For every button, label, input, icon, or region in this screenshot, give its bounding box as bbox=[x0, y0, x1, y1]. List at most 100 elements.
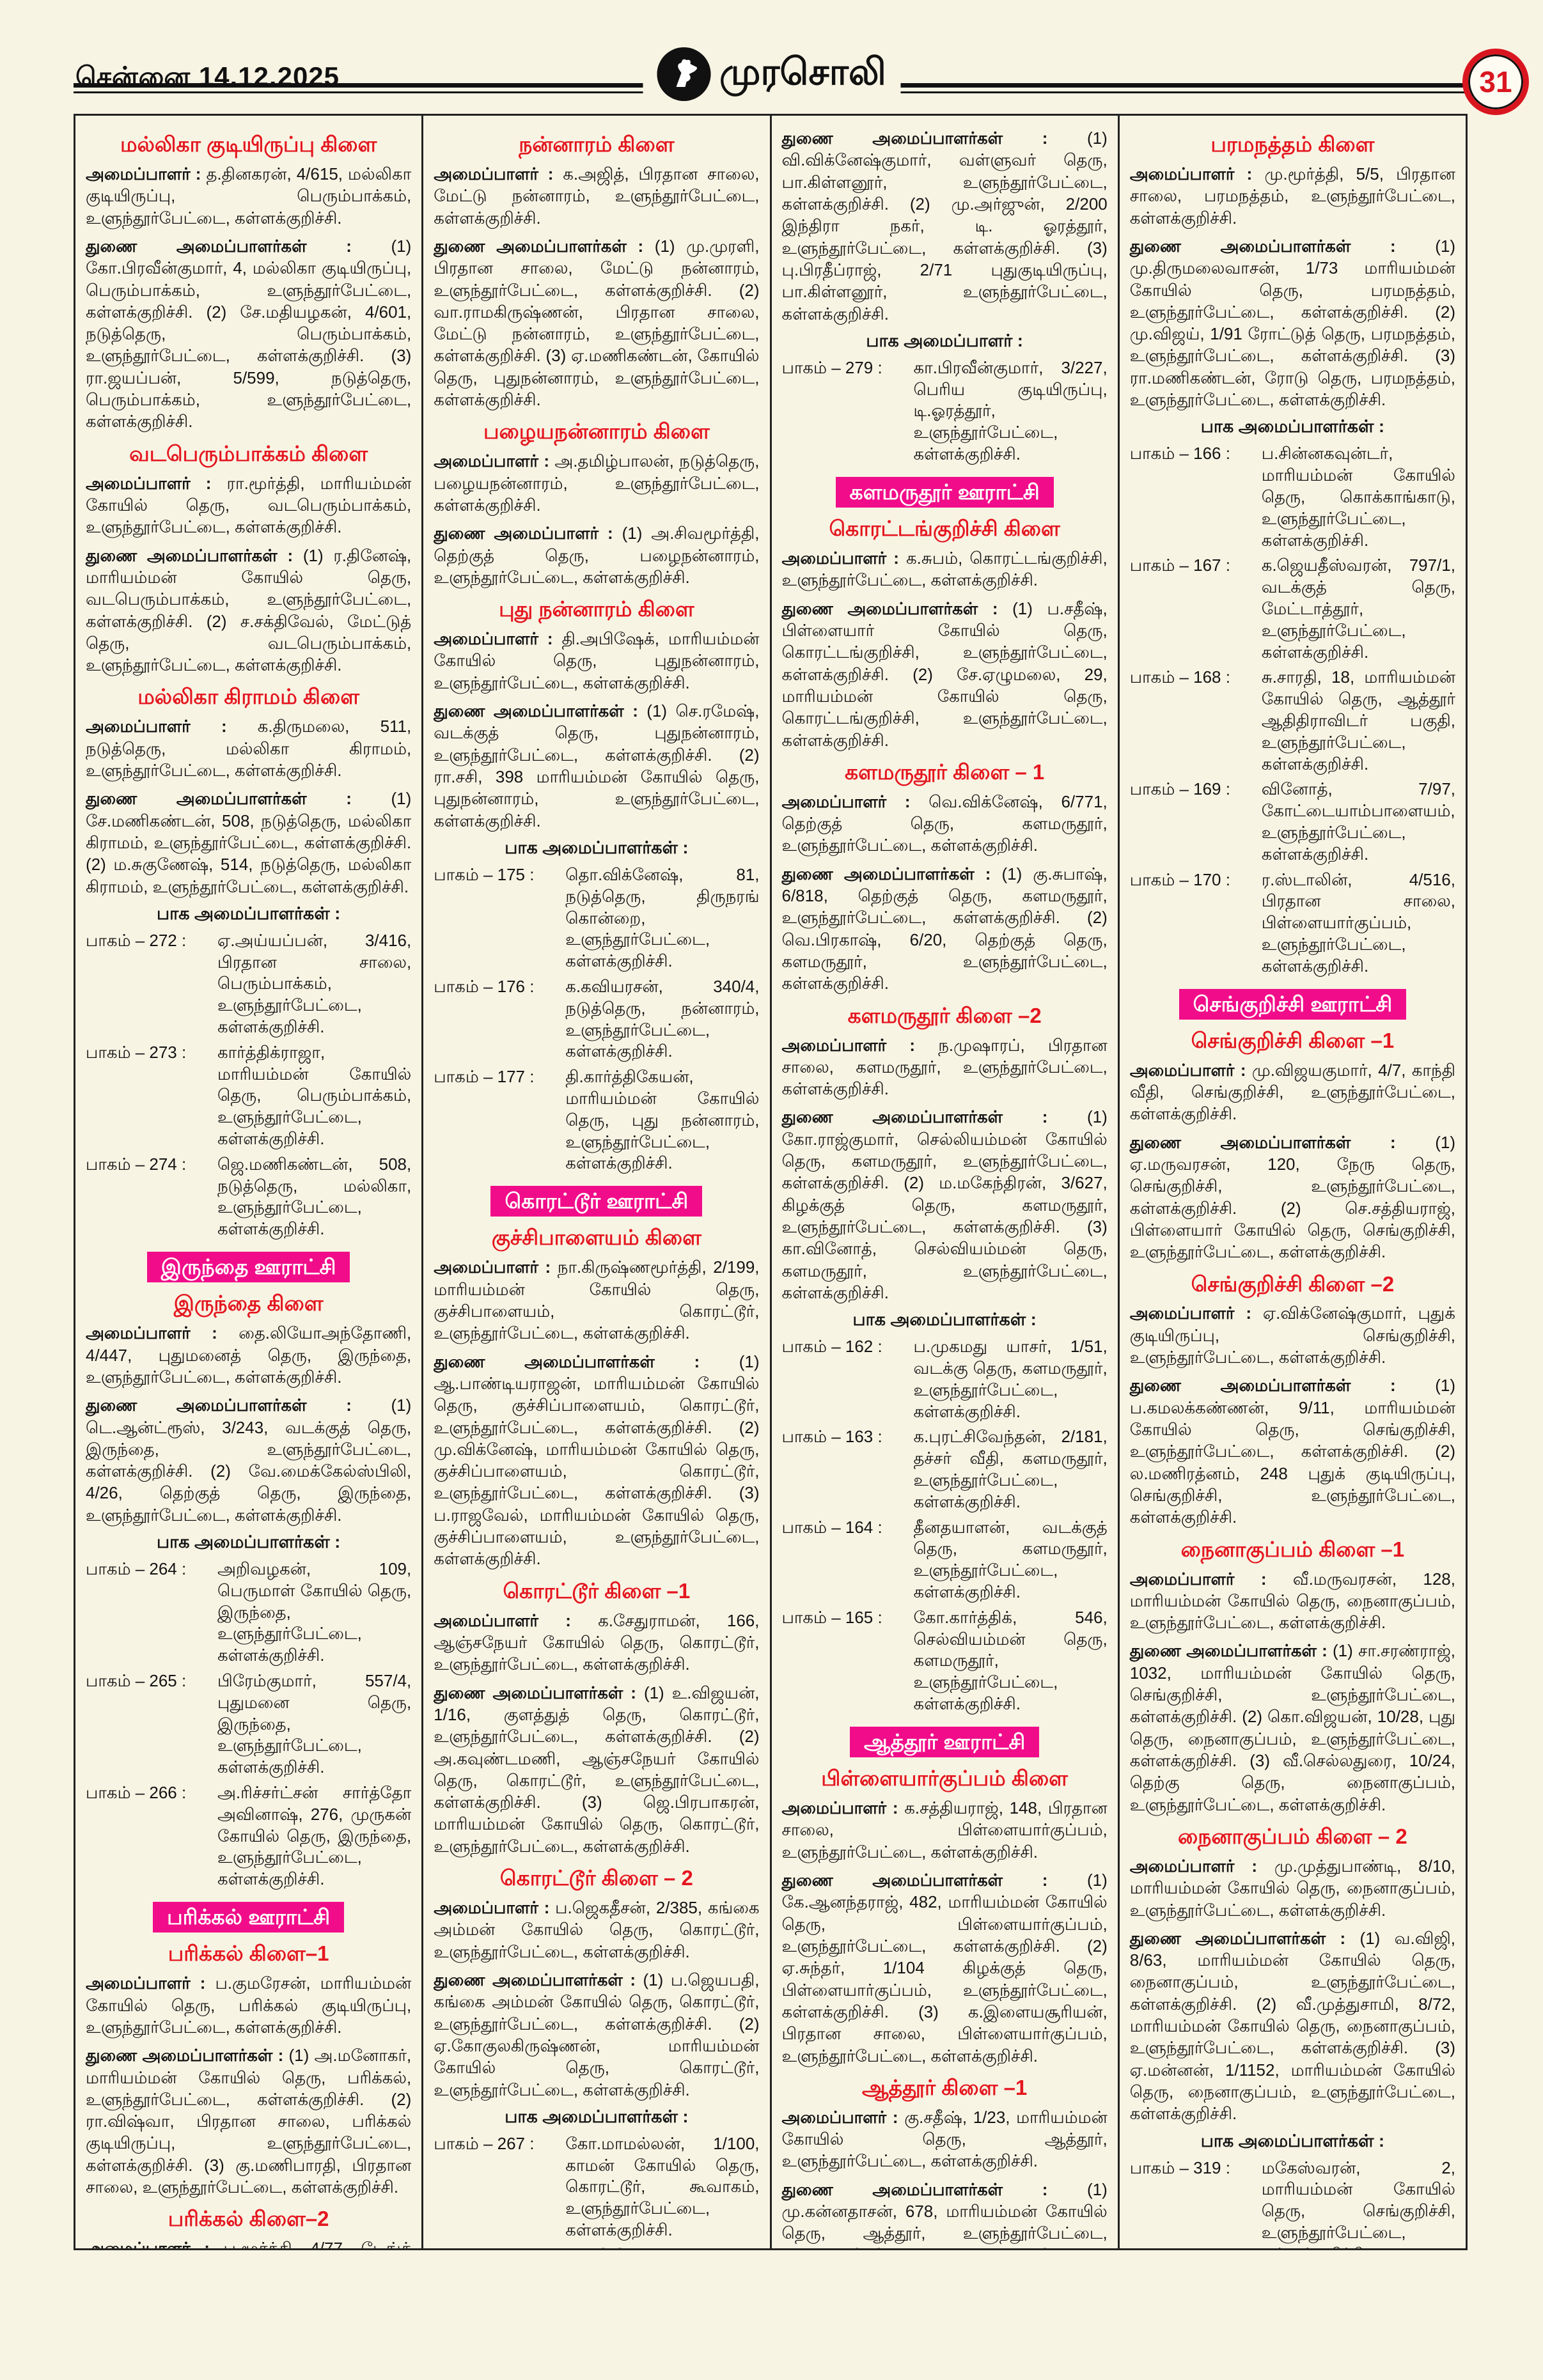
organizer-role-label: அமைப்பாளர் bbox=[434, 629, 561, 648]
organizer-paragraph: துணை அமைப்பாளர்கள்(1) ர.தினேஷ், மாரியம்ம… bbox=[86, 545, 411, 676]
bagam-details: பிரேம்குமார், 557/4, புதுமனை தெரு, இருந்… bbox=[217, 1671, 412, 1777]
organizer-role-label: அமைப்பாளர் bbox=[1130, 1856, 1274, 1876]
organizer-paragraph: அமைப்பாளர்ப.மூர்த்தி, 4/77, டேங்க் தெரு,… bbox=[86, 2237, 411, 2248]
branch-section-header: பரிக்கல் கிளை–2 bbox=[168, 2207, 329, 2231]
organizer-paragraph: துணை அமைப்பாளர்கள்(1) கு.சுபாஷ், 6/818, … bbox=[782, 863, 1108, 995]
panchayat-header: கொரட்டூர் ஊராட்சி bbox=[490, 1186, 703, 1217]
bagam-details: நா.விஜி, 2/357, மாரியம்மன் கோயில் தெரு, … bbox=[559, 2245, 759, 2248]
organizer-details: (1) ப.கமலக்கண்ணன், 9/11, மாரியம்மன் கோயி… bbox=[1129, 1376, 1456, 1527]
organizer-details: க.அஜித், பிரதான சாலை, மேட்டு நன்னாரம், உ… bbox=[434, 164, 760, 228]
bagam-number: பாகம் – 279 bbox=[782, 357, 907, 465]
bagam-number: பாகம் – 162 bbox=[782, 1336, 907, 1422]
bagam-row: பாகம் – 165கோ.கார்த்திக், 546, செல்வியம்… bbox=[782, 1607, 1108, 1715]
organizer-details: க.சுபம், கொரட்டங்குறிச்சி, உளுந்தூர்பேட்… bbox=[781, 548, 1108, 590]
bagam-number: பாகம் – 264 bbox=[86, 1559, 211, 1667]
organizer-details: தி.அபிஷேக், மாரியம்மன் கோயில் தெரு, புது… bbox=[434, 629, 760, 692]
organizer-role-label: துணை அமைப்பாளர்கள் bbox=[86, 237, 391, 256]
organizer-role-label: துணை அமைப்பாளர்கள் bbox=[1130, 1641, 1333, 1660]
organizer-role-label: துணை அமைப்பாளர்கள் bbox=[1130, 1929, 1360, 1948]
organizer-role-label: அமைப்பாளர் bbox=[782, 2108, 905, 2127]
organizer-paragraph: அமைப்பாளர்க.திருமலை, 511, நடுத்தெரு, மல்… bbox=[86, 715, 411, 781]
organizer-details: (1) அ.சிவமூர்த்தி, தெற்குத் தெரு, பழைநன்… bbox=[434, 524, 760, 587]
bagam-row: பாகம் – 175தொ.விக்னேஷ், 81, நடுத்தெரு, த… bbox=[434, 864, 759, 972]
organizer-paragraph: அமைப்பாளர்வெ.விக்னேஷ், 6/771, தெற்குத் த… bbox=[782, 791, 1108, 857]
bagam-details: ப.முகமது யாசர், 1/51, வடக்கு தெரு, களமரு… bbox=[913, 1337, 1108, 1421]
branch-section-header: வடபெரும்பாக்கம் கிளை bbox=[129, 441, 368, 465]
bagam-details: ஏ.அய்யப்பன், 3/416, பிரதான சாலை, பெரும்ப… bbox=[217, 930, 412, 1037]
organizer-paragraph: அமைப்பாளர்க.சுபம், கொரட்டங்குறிச்சி, உளு… bbox=[782, 547, 1108, 591]
bagam-details: மகேஸ்வரன், 2, மாரியம்மன் கோயில் தெரு, செ… bbox=[1261, 2158, 1455, 2248]
organizer-role-label: துணை அமைப்பாளர்கள் bbox=[782, 1107, 1087, 1126]
bagam-number: பாகம் – 167 bbox=[1130, 555, 1255, 663]
bagam-details: வினோத், 7/97, கோட்டையாம்பாளையம், உளுந்தூ… bbox=[1261, 779, 1455, 864]
organizer-paragraph: துணை அமைப்பாளர்கள்(1) கோ.பிரவீன்குமார், … bbox=[86, 235, 411, 433]
organizer-paragraph: அமைப்பாளர்ஏ.விக்னேஷ்குமார், புதுக் குடிய… bbox=[1130, 1302, 1455, 1368]
organizer-paragraph: துணை அமைப்பாளர்கள்(1) மு.முரளி, பிரதான ச… bbox=[434, 235, 759, 411]
organizer-role-label: துணை அமைப்பாளர்கள் bbox=[86, 1396, 391, 1415]
branch-section-header: நைனாகுப்பம் கிளை – 2 bbox=[1178, 1824, 1407, 1848]
organizer-paragraph: துணை அமைப்பாளர்(1) அ.சிவமூர்த்தி, தெற்கு… bbox=[434, 522, 759, 588]
organizer-role-label: துணை அமைப்பாளர்கள் bbox=[86, 2046, 289, 2065]
organizer-role-label: துணை அமைப்பாளர்கள் bbox=[782, 1871, 1087, 1890]
organizer-role-label: அமைப்பாளர் bbox=[1130, 164, 1265, 183]
group-label: பாக அமைப்பாளர்கள் : bbox=[157, 1532, 341, 1552]
organizer-details: ப.ஜெகதீசன், 2/385, கங்கை அம்மன் கோயில் த… bbox=[434, 1898, 760, 1961]
organizer-paragraph: அமைப்பாளர்க.சத்தியராஜ், 148, பிரதான சாலை… bbox=[782, 1797, 1108, 1863]
organizer-paragraph: அமைப்பாளர்ந.முஷாரப், பிரதான சாலை, களமருத… bbox=[782, 1034, 1108, 1100]
organizer-role-label: துணை அமைப்பாளர்கள் bbox=[86, 789, 391, 808]
branch-section-header: களமருதூர் கிளை –2 bbox=[847, 1003, 1042, 1027]
organizer-role-label: அமைப்பாளர் bbox=[1130, 1061, 1252, 1080]
branch-section-header: பரிக்கல் கிளை–1 bbox=[168, 1941, 329, 1966]
branch-section-header: பழையநன்னாரம் கிளை bbox=[483, 419, 710, 444]
branch-section-header: இருந்தை கிளை bbox=[173, 1291, 324, 1316]
masthead: முரசொலி bbox=[643, 47, 900, 101]
organizer-paragraph: அமைப்பாளர்ப.குமரேசன், மாரியம்மன் கோயில் … bbox=[86, 1972, 411, 2038]
bagam-row: பாகம் – 168சு.சாரதி, 18, மாரியம்மன் கோயி… bbox=[1130, 667, 1455, 775]
organizer-paragraph: துணை அமைப்பாளர்கள்(1) சா.சரண்ராஜ், 1032,… bbox=[1130, 1640, 1455, 1816]
organizer-paragraph: துணை அமைப்பாளர்கள்(1) கே.ஆனந்தராஜ், 482,… bbox=[782, 1869, 1108, 2067]
panchayat-header-row: களமருதூர் ஊராட்சி bbox=[782, 476, 1108, 508]
organizer-details: க.சத்தியராஜ், 148, பிரதான சாலை, பிள்ளையா… bbox=[781, 1798, 1108, 1862]
bagam-details: அ.ரிச்சர்ட்சன் சார்த்தோ அவினாஷ், 276, மு… bbox=[217, 1783, 412, 1889]
organizer-paragraph: துணை அமைப்பாளர்கள்(1) கோ.ராஜ்குமார், செல… bbox=[782, 1106, 1108, 1303]
branch-section-header: மல்லிகா கிராமம் கிளை bbox=[137, 685, 359, 709]
organizer-details: (1) சா.சரண்ராஜ், 1032, மாரியம்மன் கோயில்… bbox=[1129, 1641, 1456, 1814]
news-column: பரமநத்தம் கிளைஅமைப்பாளர்மு.மூர்த்தி, 5/5… bbox=[1120, 116, 1466, 2248]
panchayat-header: இருந்தை ஊராட்சி bbox=[146, 1252, 350, 1283]
organizer-paragraph: துணை அமைப்பாளர்கள்(1) ப.ஜெயபதி, கங்கை அம… bbox=[434, 1969, 759, 2101]
branch-section-header: செங்குறிச்சி கிளை –1 bbox=[1191, 1028, 1395, 1052]
bagam-number: பாகம் – 168 bbox=[1130, 667, 1255, 775]
organizer-role-label: துணை அமைப்பாளர் bbox=[434, 524, 622, 543]
organizer-paragraph: அமைப்பாளர்கு.சதீஷ், 1/23, மாரியம்மன் கோய… bbox=[782, 2106, 1108, 2172]
organizer-paragraph: அமைப்பாளர்மு.மூர்த்தி, 5/5, பிரதான சாலை,… bbox=[1130, 163, 1455, 229]
bagam-number: பாகம் – 163 bbox=[782, 1426, 907, 1513]
branch-section-header: செங்குறிச்சி கிளை –2 bbox=[1191, 1272, 1395, 1296]
organizer-paragraph: அமைப்பாளர்அ.தமிழ்பாலன், நடுத்தெரு, பழையந… bbox=[434, 450, 759, 516]
bagam-details: கோ.மாமல்லன், 1/100, காமன் கோயில் தெரு, க… bbox=[565, 2133, 760, 2240]
organizer-paragraph: அமைப்பாளர்நா.கிருஷ்ணமூர்த்தி, 2/199, மார… bbox=[434, 1256, 759, 1344]
organizer-details: (1) ஆ.பாண்டியராஜன், மாரியம்மன் கோயில் தெ… bbox=[434, 1351, 760, 1569]
organizer-role-label: துணை அமைப்பாளர்கள் bbox=[782, 599, 1013, 618]
bagam-row: பாகம் – 319மகேஸ்வரன், 2, மாரியம்மன் கோயி… bbox=[1130, 2158, 1455, 2248]
bagam-number: பாகம் – 165 bbox=[782, 1607, 907, 1715]
organizer-details: ந.முஷாரப், பிரதான சாலை, களமருதூர், உளுந்… bbox=[781, 1035, 1108, 1099]
branch-section-header: பிள்ளையார்குப்பம் கிளை bbox=[821, 1766, 1068, 1791]
bagam-row: பாகம் – 169வினோத், 7/97, கோட்டையாம்பாளைய… bbox=[1130, 779, 1455, 865]
organizer-details: கு.சதீஷ், 1/23, மாரியம்மன் கோயில் தெரு, … bbox=[781, 2107, 1108, 2171]
group-label: பாக அமைப்பாளர்கள் : bbox=[505, 837, 689, 857]
group-label: பாக அமைப்பாளர்கள் : bbox=[1200, 417, 1384, 437]
organizer-paragraph: துணை அமைப்பாளர்கள்(1) வ.விஜி, 8/63, மாரி… bbox=[1130, 1927, 1455, 2125]
organizer-details: மு.மூர்த்தி, 5/5, பிரதான சாலை, பரமநத்தம்… bbox=[1129, 164, 1456, 228]
panchayat-header-row: ஆத்தூர் ஊராட்சி bbox=[782, 1726, 1108, 1758]
bagam-row: பாகம் – 162ப.முகமது யாசர், 1/51, வடக்கு … bbox=[782, 1336, 1108, 1422]
organizer-details: (1) வி.விக்னேஷ்குமார், வள்ளுவர் தெரு, பா… bbox=[781, 128, 1108, 323]
bagam-number: பாகம் – 319 bbox=[1130, 2158, 1255, 2248]
bagam-row: பாகம் – 164தீனதயாளன், வடக்குத் தெரு, களம… bbox=[782, 1517, 1108, 1603]
bagam-details: தொ.விக்னேஷ், 81, நடுத்தெரு, திருநரங் கொன… bbox=[565, 864, 760, 971]
bagam-details: க.ஜெயதீஸ்வரன், 797/1, வடக்குத் தெரு, மேட… bbox=[1261, 556, 1455, 662]
rooster-logo-icon bbox=[657, 47, 710, 101]
bagam-row: பாகம் – 274ஜெ.மணிகண்டன், 508, நடுத்தெரு,… bbox=[86, 1154, 411, 1240]
bagam-number: பாகம் – 166 bbox=[1130, 443, 1255, 551]
organizer-details: (1) கோ.பிரவீன்குமார், 4, மல்லிகா குடியிர… bbox=[86, 236, 412, 432]
organizer-details: (1) வ.விஜி, 8/63, மாரியம்மன் கோயில் தெரு… bbox=[1129, 1928, 1455, 2124]
